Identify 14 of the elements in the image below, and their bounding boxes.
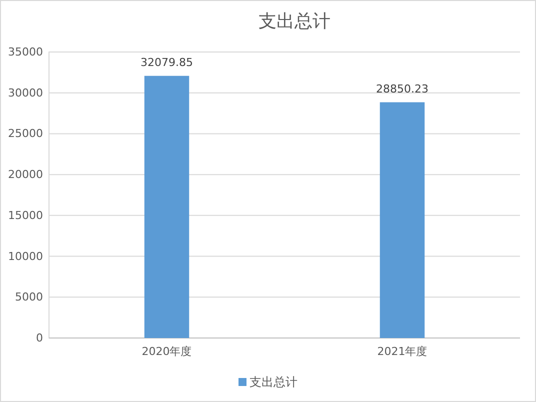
y-tick-label: 30000 bbox=[8, 86, 43, 100]
y-tick-label: 25000 bbox=[8, 127, 43, 140]
y-tick-label: 15000 bbox=[8, 208, 43, 222]
y-tick-label: 0 bbox=[36, 332, 43, 345]
x-tick-label: 2021年度 bbox=[377, 344, 428, 358]
data-label: 28850.23 bbox=[376, 82, 428, 96]
data-label: 32079.85 bbox=[140, 56, 193, 69]
x-tick-label: 2020年度 bbox=[142, 344, 192, 358]
y-tick-label: 20000 bbox=[8, 168, 43, 182]
y-tick-label: 35000 bbox=[8, 46, 43, 59]
legend-label: 支出总计 bbox=[250, 375, 298, 389]
y-tick-label: 5000 bbox=[15, 290, 43, 304]
chart-title: 支出总计 bbox=[258, 11, 330, 32]
y-tick-label: 10000 bbox=[8, 250, 43, 263]
